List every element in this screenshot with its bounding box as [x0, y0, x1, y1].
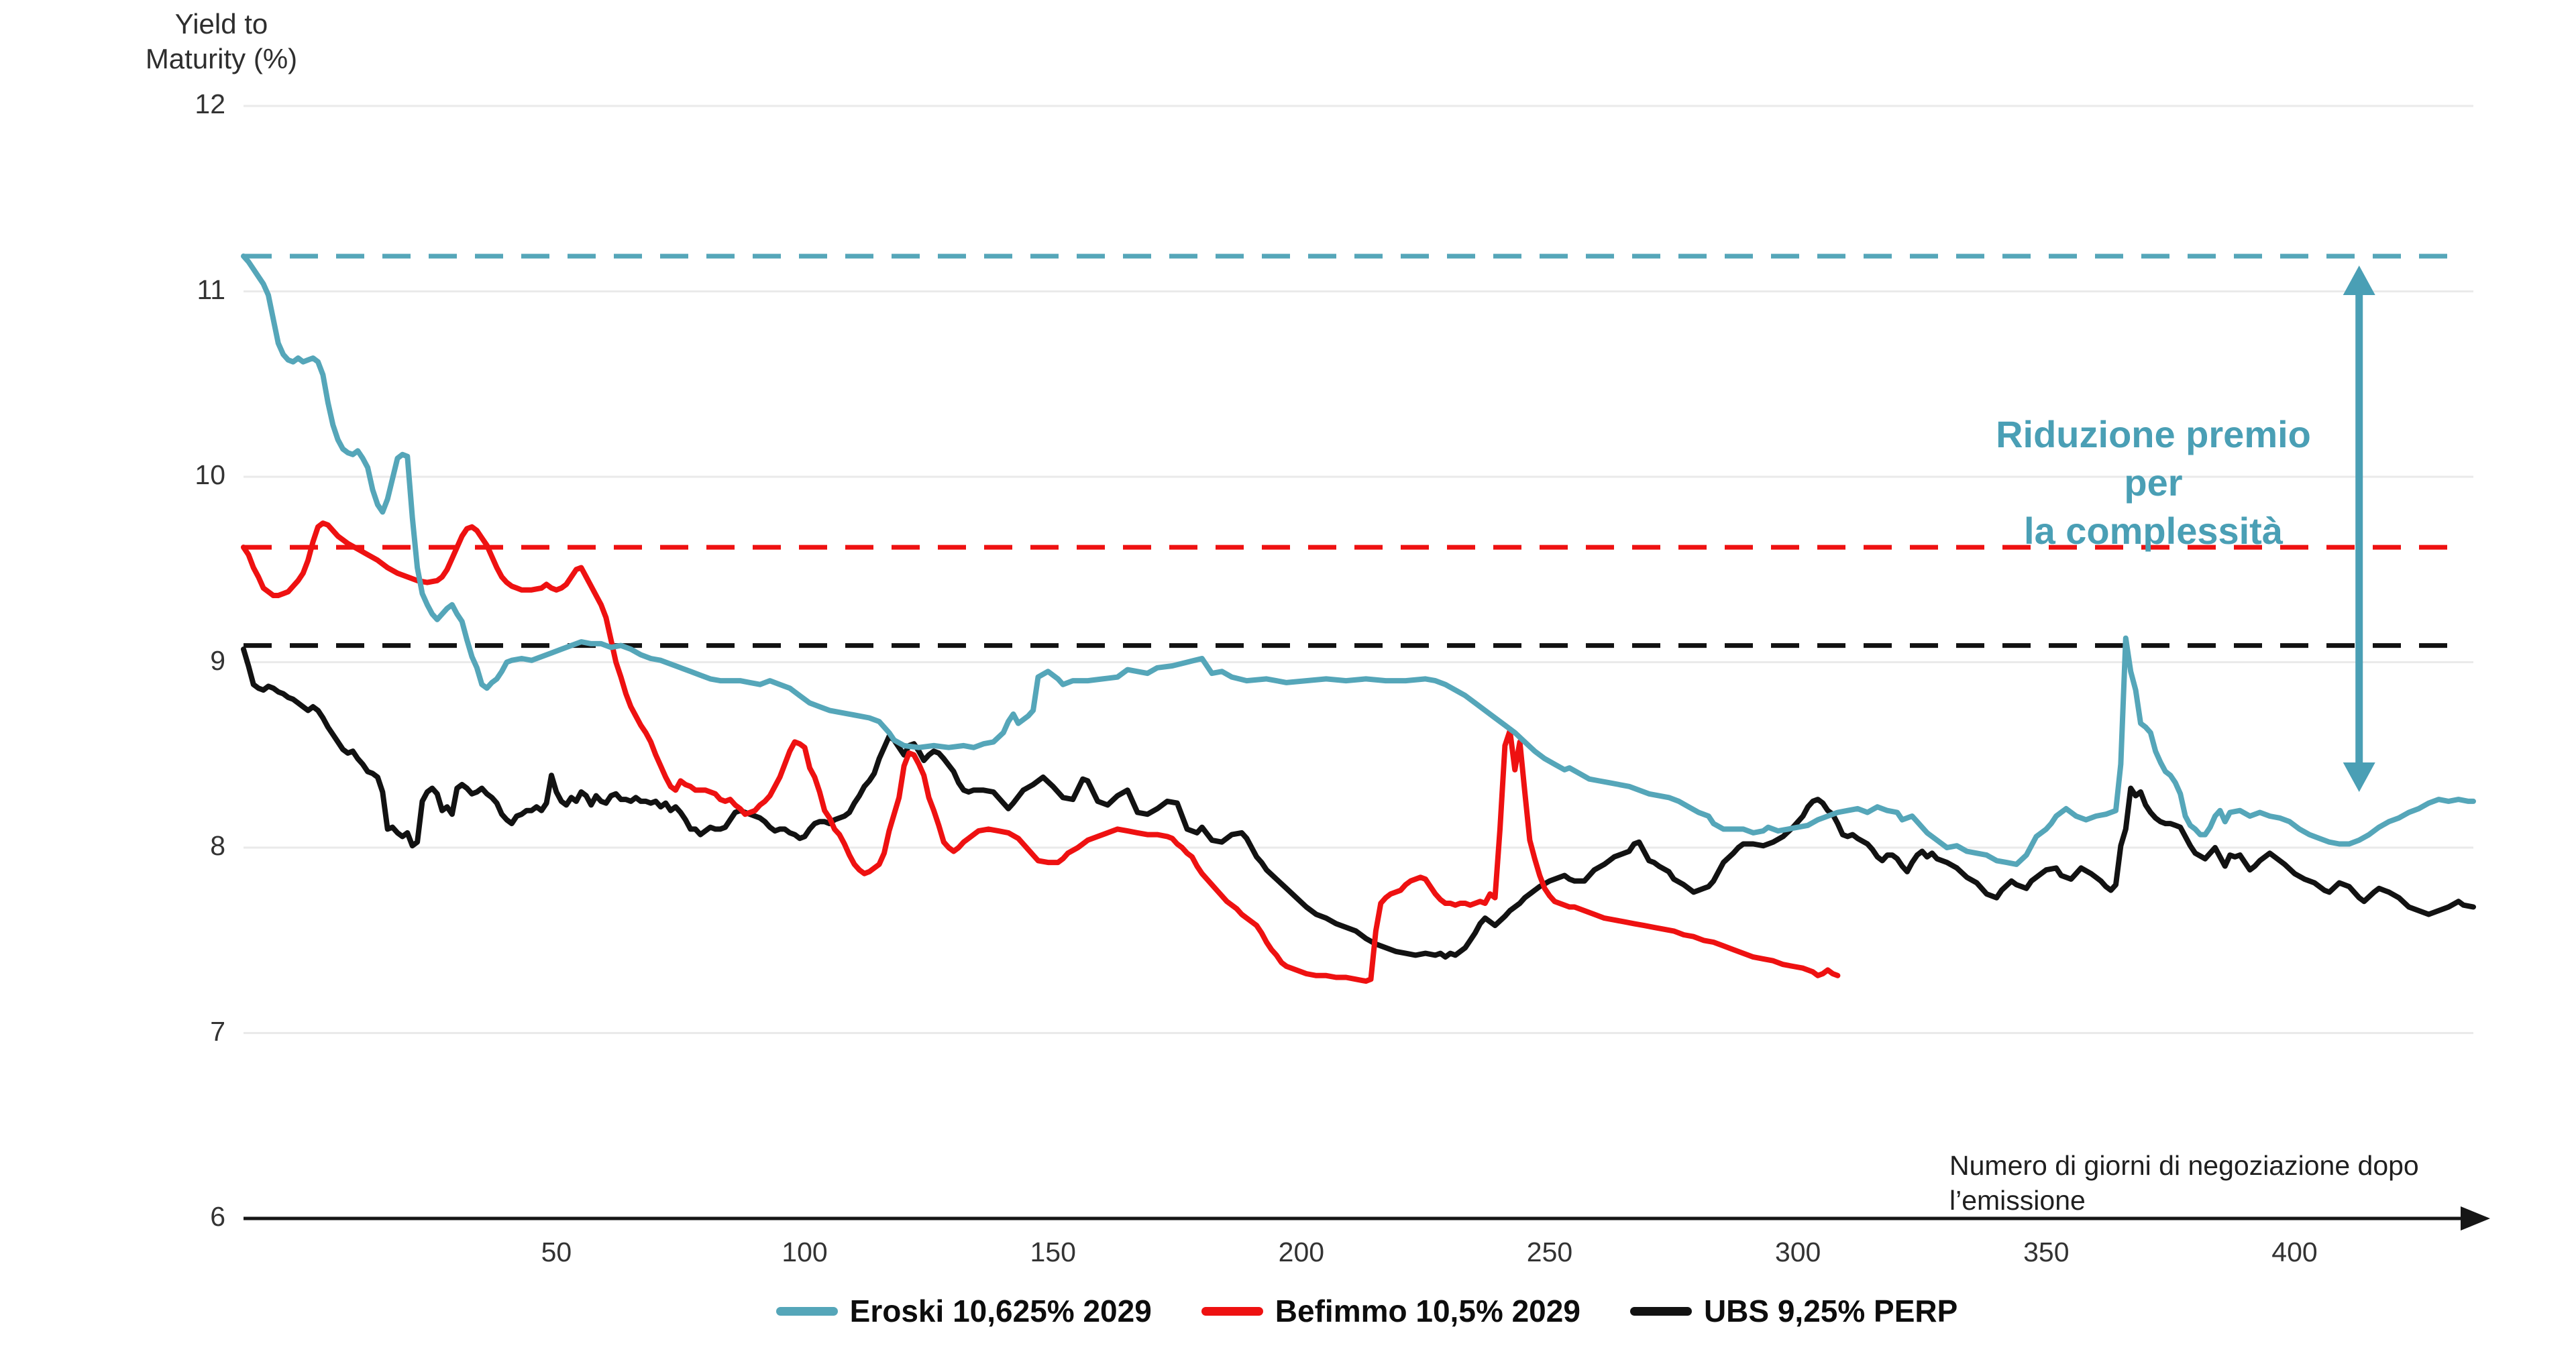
- annotation-complexity-premium: Riduzione premio per la complessità: [1966, 410, 2341, 555]
- legend-item-eroski: Eroski 10,625% 2029: [775, 1293, 1152, 1329]
- annotation-line1: Riduzione premio per: [1996, 413, 2311, 504]
- x-tick-label-350: 350: [2023, 1237, 2070, 1267]
- x-tick-label-150: 150: [1030, 1237, 1076, 1267]
- x-axis-title-line2: l’emissione: [1949, 1185, 2086, 1216]
- series-line-ubs: [241, 646, 2476, 960]
- legend-item-befimmo: Befimmo 10,5% 2029: [1201, 1293, 1580, 1329]
- legend: Eroski 10,625% 2029 Befimmo 10,5% 2029 UBS…: [0, 1293, 2576, 1329]
- x-tick-label-100: 100: [782, 1237, 828, 1267]
- x-axis-title-line1: Numero di giorni di negoziazione dopo: [1949, 1150, 2419, 1181]
- y-axis-title-line1: Yield to: [174, 8, 268, 40]
- x-tick-label-50: 50: [541, 1237, 572, 1267]
- legend-item-ubs: UBS 9,25% PERP: [1629, 1293, 1958, 1329]
- series-line-befimmo: [241, 520, 1841, 984]
- legend-items: Eroski 10,625% 2029 Befimmo 10,5% 2029 UBS…: [775, 1293, 1958, 1329]
- series-line-eroski: [241, 253, 2476, 867]
- legend-swatch-icon: [1629, 1306, 1692, 1316]
- y-axis-title: Yield to Maturity (%): [114, 7, 329, 76]
- x-tick-label-250: 250: [1526, 1237, 1573, 1267]
- x-axis-arrowhead-icon: [2461, 1206, 2490, 1231]
- arrow-up-head-icon: [2343, 265, 2375, 295]
- y-tick-label-6: 6: [210, 1201, 225, 1232]
- x-tick-label-300: 300: [1774, 1237, 1821, 1267]
- x-axis-title: Numero di giorni di negoziazione dopo l’…: [1949, 1148, 2419, 1218]
- legend-label: Eroski 10,625% 2029: [849, 1294, 1152, 1328]
- y-tick-label-8: 8: [210, 830, 225, 861]
- y-tick-label-11: 11: [197, 274, 225, 305]
- legend-label: UBS 9,25% PERP: [1703, 1294, 1958, 1328]
- annotation-line2: la complessità: [2024, 510, 2283, 552]
- legend-swatch-icon: [1201, 1306, 1263, 1316]
- legend-label: Befimmo 10,5% 2029: [1275, 1294, 1580, 1328]
- legend-swatch-icon: [775, 1306, 838, 1316]
- y-tick-label-10: 10: [195, 459, 225, 490]
- y-tick-label-9: 9: [210, 644, 225, 676]
- y-tick-label-12: 12: [195, 89, 225, 119]
- y-axis-title-line2: Maturity (%): [145, 43, 298, 74]
- y-tick-label-7: 7: [210, 1015, 225, 1047]
- arrow-down-head-icon: [2343, 762, 2375, 793]
- x-tick-label-200: 200: [1278, 1237, 1325, 1267]
- x-tick-label-400: 400: [2271, 1237, 2318, 1267]
